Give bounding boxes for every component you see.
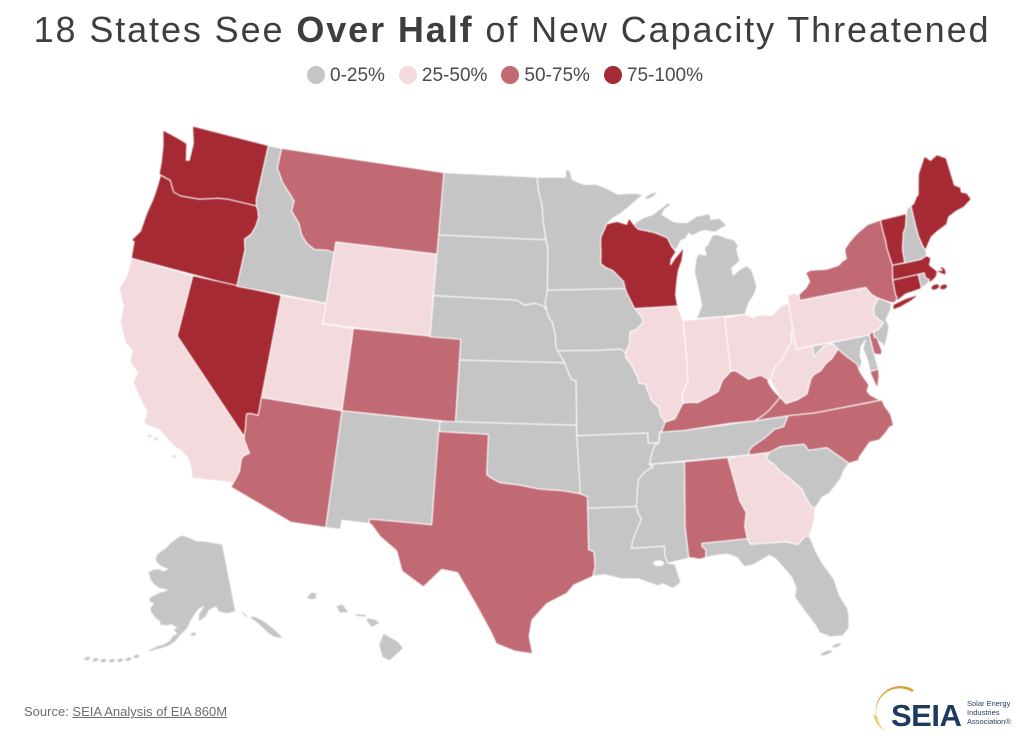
svg-text:Industries: Industries: [967, 708, 1000, 717]
svg-text:SEIA: SEIA: [891, 698, 961, 733]
svg-text:Association®: Association®: [967, 717, 1011, 726]
svg-text:Solar Energy: Solar Energy: [967, 699, 1011, 708]
